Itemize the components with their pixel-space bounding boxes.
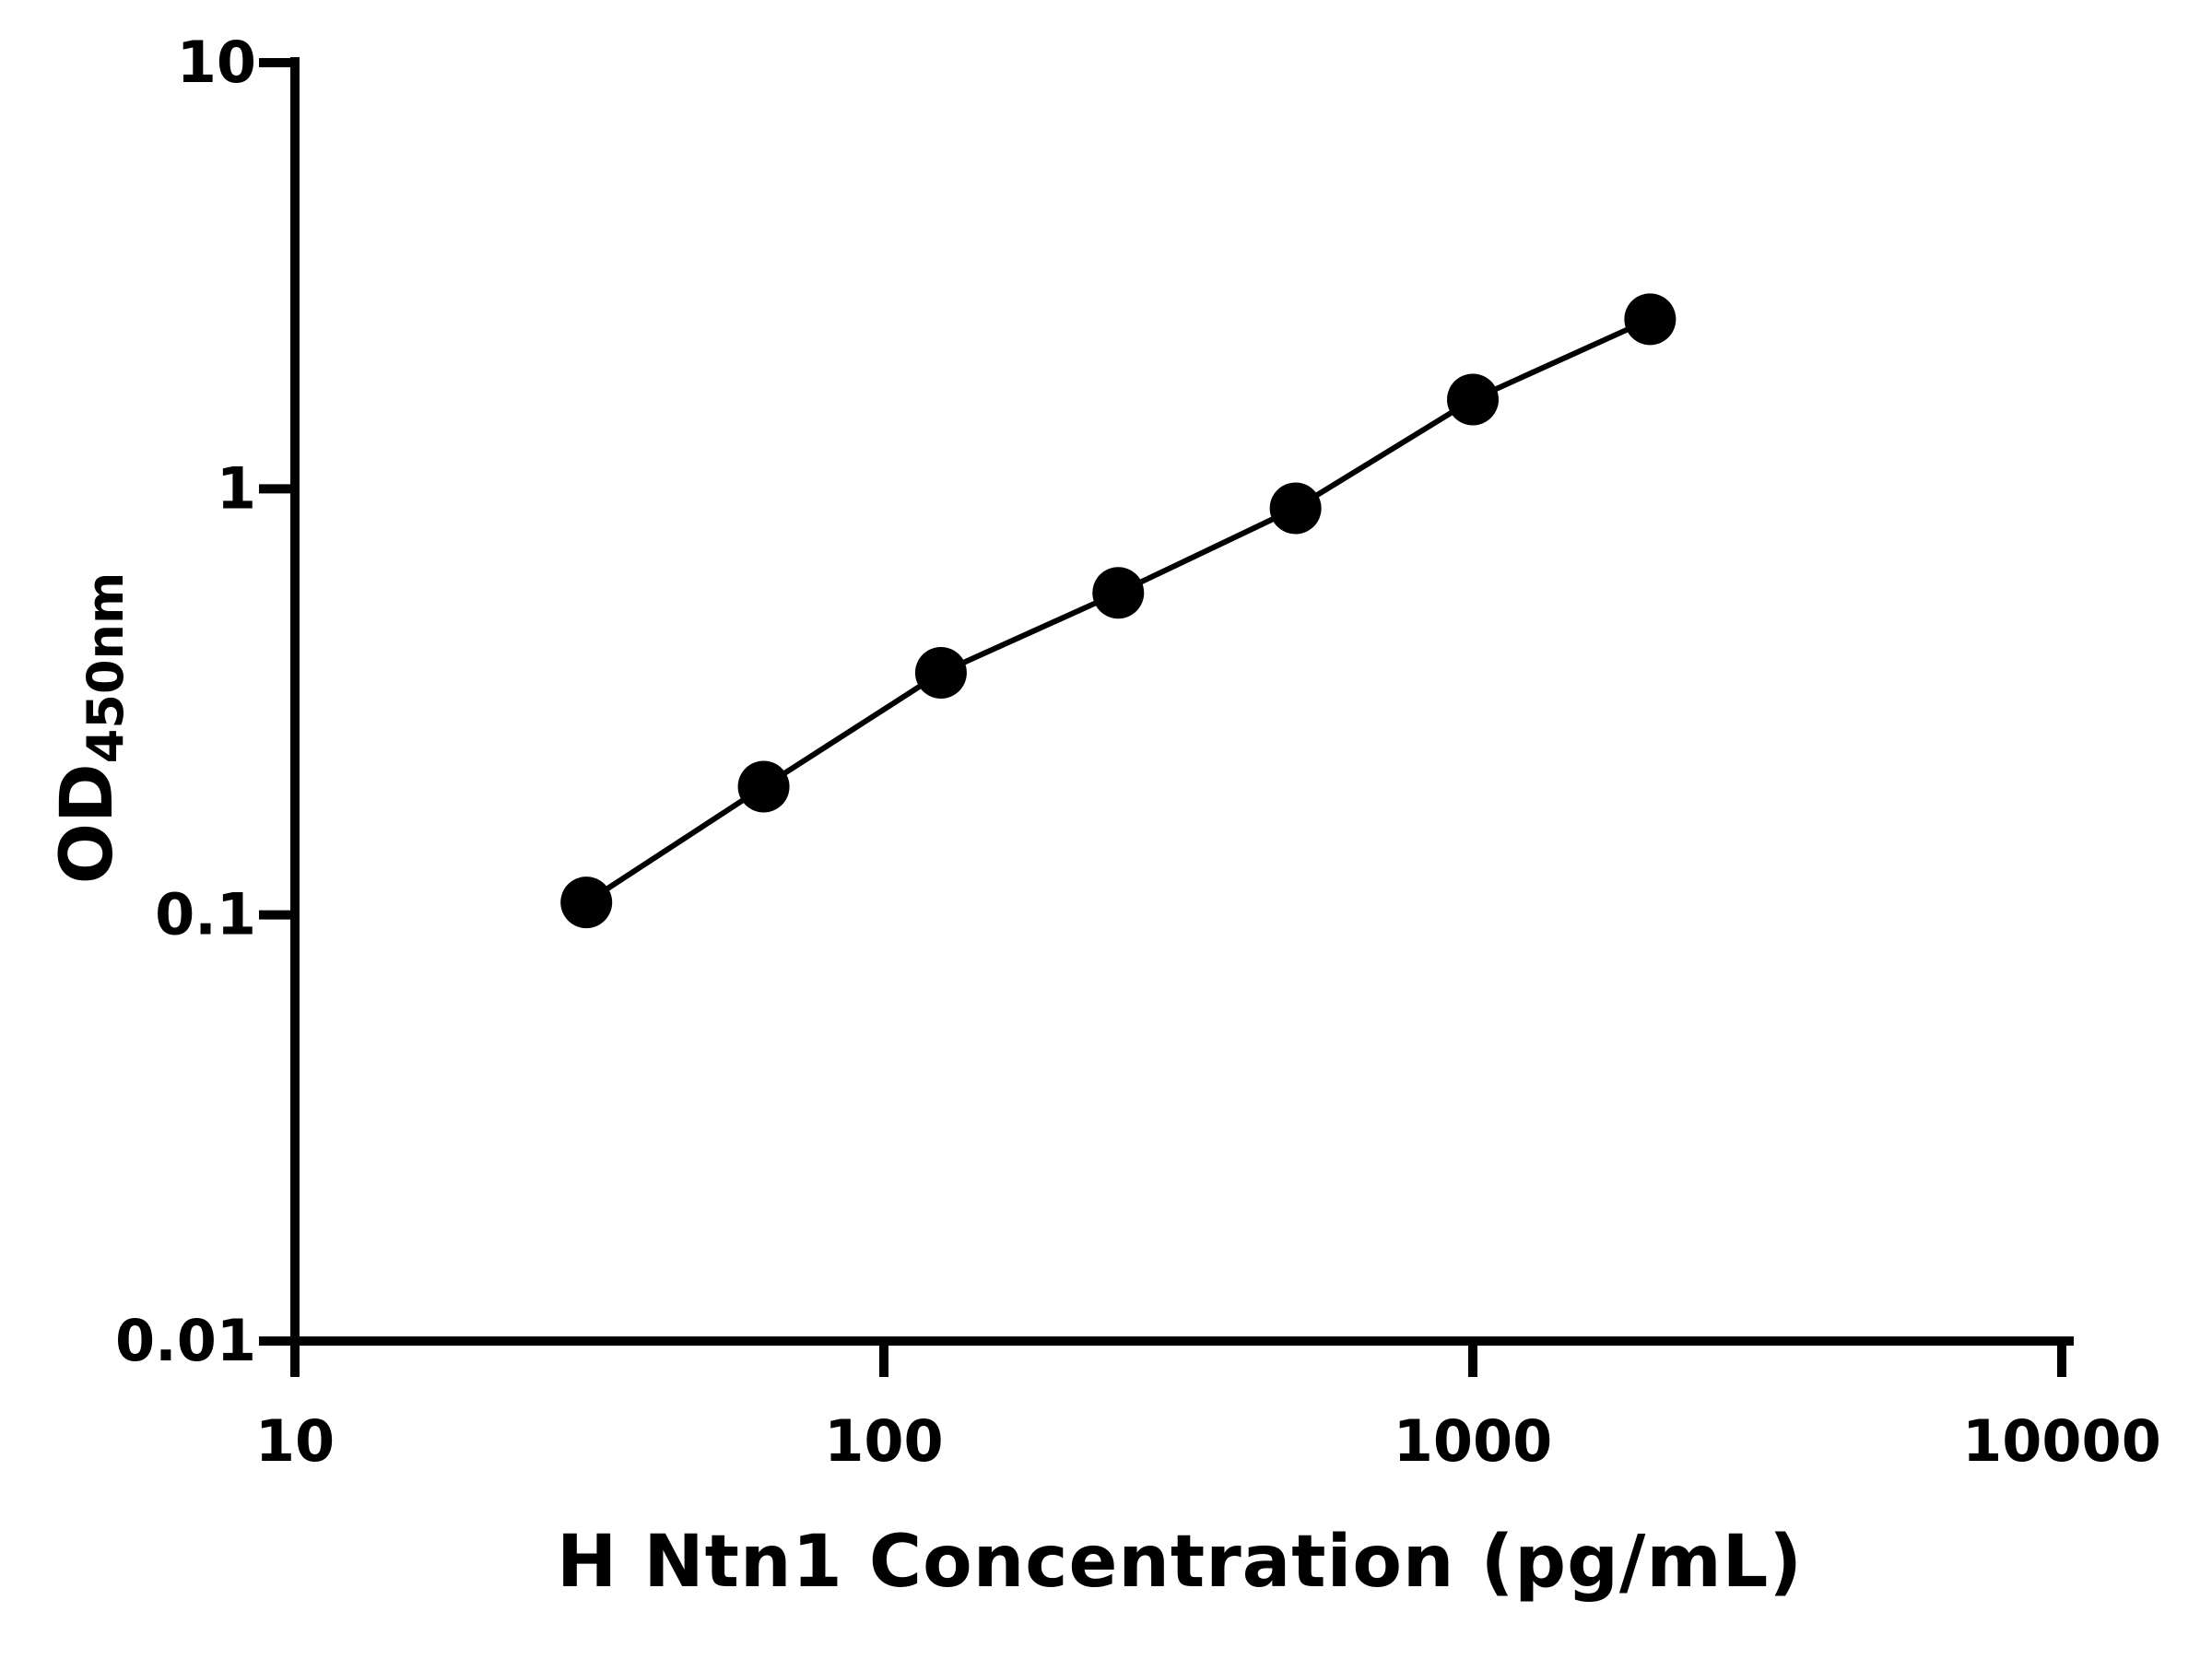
data-point (560, 877, 613, 929)
y-tick-label: 0.01 (115, 1307, 256, 1374)
standard-curve-line (569, 316, 1652, 906)
y-axis-title-subscript: 450nm (76, 571, 135, 764)
data-point (914, 646, 967, 699)
data-point (1447, 373, 1499, 426)
y-tick-label: 1 (217, 454, 256, 522)
y-axis-title: OD450nm (46, 572, 135, 885)
data-point (1269, 482, 1322, 535)
data-point (1624, 293, 1677, 346)
y-tick-label: 10 (177, 29, 256, 96)
x-tick-label: 10 (255, 1407, 335, 1475)
x-tick-label: 10000 (1962, 1407, 2161, 1475)
x-tick-label: 100 (824, 1407, 943, 1475)
data-point (1092, 567, 1145, 619)
y-axis-title-main: OD (46, 763, 129, 885)
data-point (737, 760, 790, 813)
x-axis-title: H Ntn1 Concentration (pg/mL) (556, 1521, 1804, 1604)
y-tick-label: 0.1 (155, 881, 256, 948)
x-tick-label: 1000 (1394, 1407, 1553, 1475)
